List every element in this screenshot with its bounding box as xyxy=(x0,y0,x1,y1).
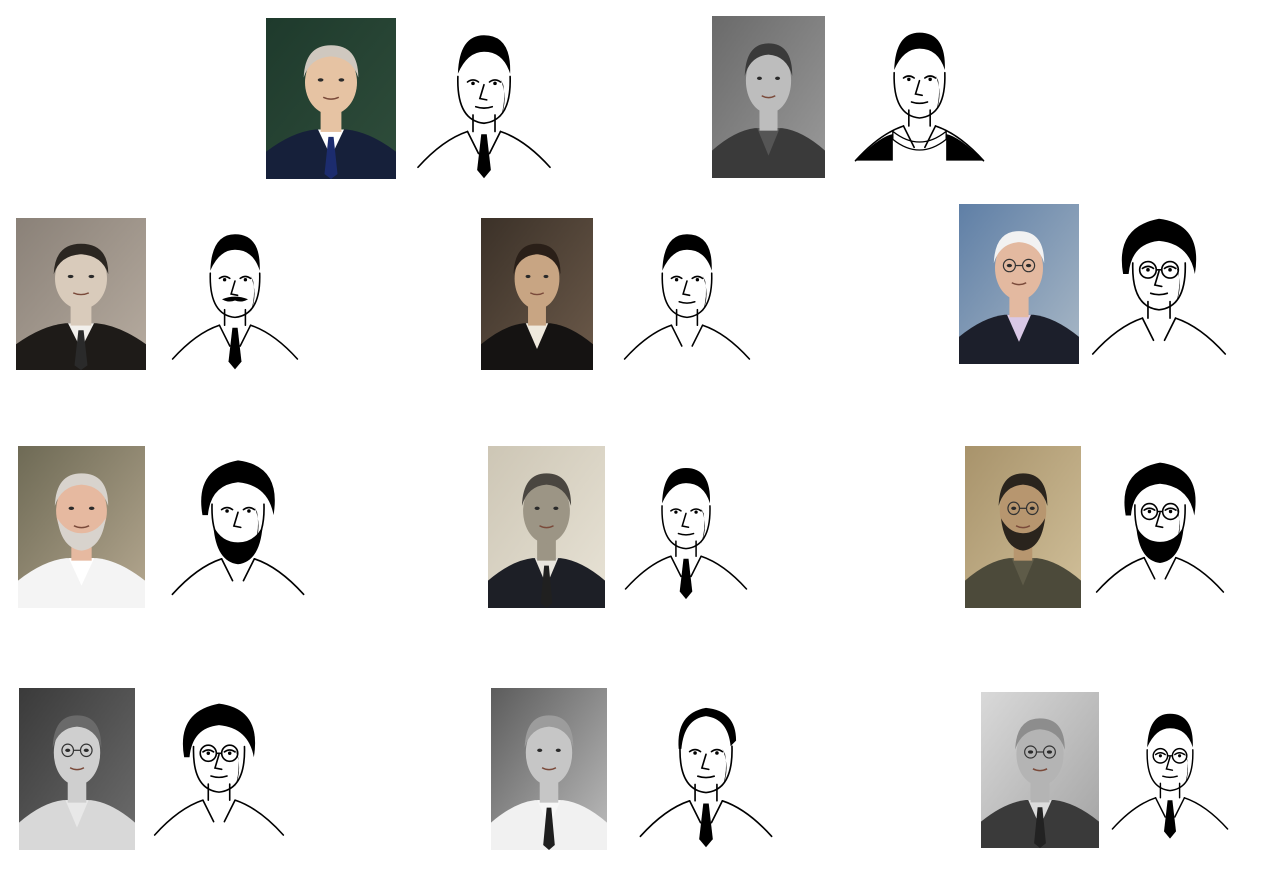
portrait-sketch xyxy=(414,16,554,181)
photo-image xyxy=(981,692,1099,848)
sketch-drawing xyxy=(1091,218,1227,355)
portrait-pair xyxy=(487,444,751,610)
portrait-sketch xyxy=(1090,202,1228,368)
portrait-photo xyxy=(959,204,1079,364)
portrait-photo xyxy=(981,692,1099,848)
portrait-sketch xyxy=(616,216,758,372)
sketch-drawing xyxy=(624,468,748,600)
portrait-sketch xyxy=(152,686,286,850)
portrait-photo xyxy=(488,446,605,608)
photo-image xyxy=(266,18,396,179)
portrait-sketch xyxy=(636,686,776,850)
sketch-drawing xyxy=(1095,462,1225,593)
sketch-drawing xyxy=(854,32,985,162)
portrait-sketch xyxy=(166,216,304,372)
portrait-pair xyxy=(958,202,1230,370)
portrait-pair xyxy=(481,216,761,374)
portrait-pair xyxy=(964,444,1228,610)
portrait-sketch xyxy=(1110,690,1230,848)
portrait-pair xyxy=(490,686,780,852)
sketch-drawing xyxy=(153,703,285,836)
sketch-drawing xyxy=(171,234,299,370)
sketch-drawing xyxy=(623,234,751,360)
portrait-sketch xyxy=(847,14,992,174)
portrait-pair xyxy=(266,16,556,181)
sketch-drawing xyxy=(1111,713,1229,839)
photo-image xyxy=(18,446,145,608)
photo-image xyxy=(965,446,1081,608)
portrait-pair xyxy=(712,14,992,179)
portrait-photo xyxy=(481,218,593,370)
photo-image xyxy=(488,446,605,608)
photo-image xyxy=(491,688,607,850)
sketch-drawing xyxy=(639,707,773,848)
portrait-photo xyxy=(491,688,607,850)
portrait-photo xyxy=(266,18,396,179)
portrait-sketch xyxy=(1094,444,1226,608)
portrait-pair xyxy=(980,690,1232,850)
photo-image xyxy=(19,688,135,850)
photo-image xyxy=(712,16,825,178)
photo-image xyxy=(481,218,593,370)
portrait-photo xyxy=(19,688,135,850)
portrait-pair xyxy=(18,686,288,852)
portrait-photo xyxy=(965,446,1081,608)
portrait-photo xyxy=(16,218,146,370)
sketch-drawing xyxy=(171,460,305,596)
portrait-pair xyxy=(18,444,310,610)
photo-image xyxy=(959,204,1079,364)
portrait-pair xyxy=(16,216,306,374)
sketch-drawing xyxy=(417,35,551,179)
portrait-photo xyxy=(18,446,145,608)
portrait-sketch xyxy=(623,444,749,608)
photo-image xyxy=(16,218,146,370)
portrait-sketch xyxy=(168,444,308,608)
portrait-photo xyxy=(712,16,825,178)
